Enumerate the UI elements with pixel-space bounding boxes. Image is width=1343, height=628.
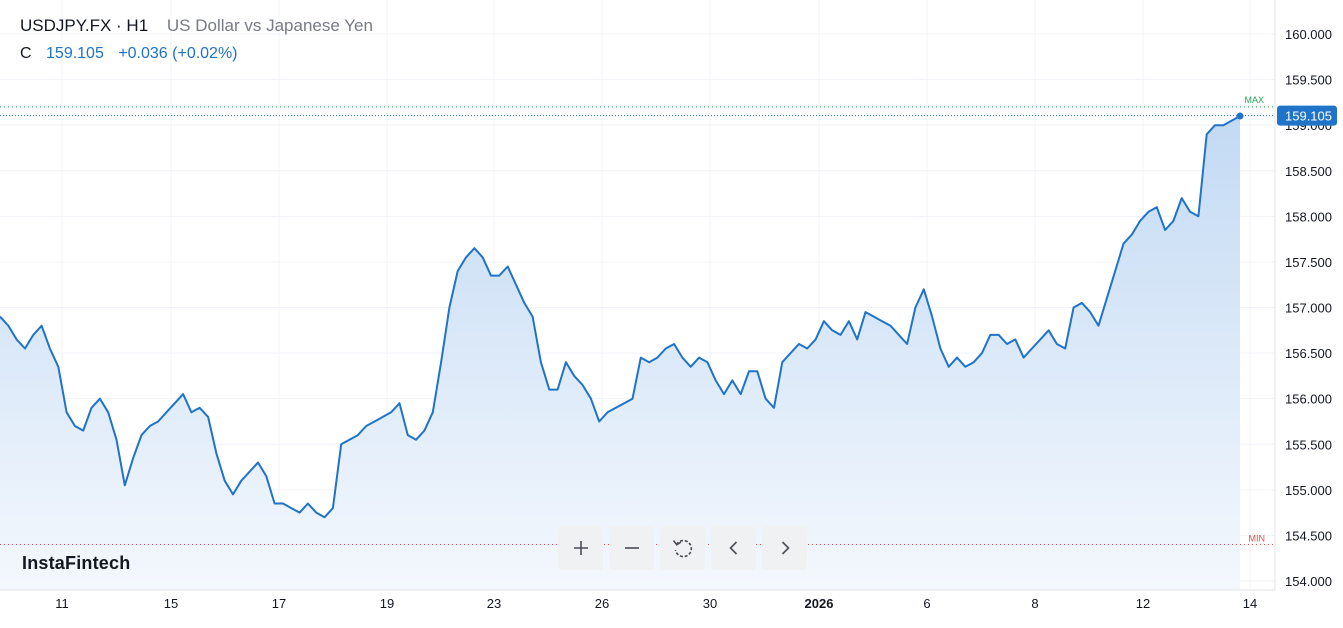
reset-icon <box>672 539 692 558</box>
symbol-label[interactable]: USDJPY.FX · H1 <box>20 16 149 35</box>
x-tick-label: 23 <box>487 596 501 611</box>
y-tick-label: 160.000 <box>1285 27 1332 42</box>
y-tick-label: 157.500 <box>1285 255 1332 270</box>
brand-logo: InstaFintech <box>22 553 131 573</box>
y-tick-label: 156.000 <box>1285 392 1332 407</box>
y-tick-label: 154.000 <box>1285 574 1332 589</box>
zoom-out-button[interactable] <box>609 526 654 570</box>
series-line[interactable] <box>0 115 1241 519</box>
x-tick-label: 19 <box>380 596 394 611</box>
x-tick-label: 2026 <box>805 596 834 611</box>
y-tick-label: 154.500 <box>1285 528 1332 543</box>
close-value: 159.105 <box>46 45 104 62</box>
y-tick-label: 156.500 <box>1285 346 1332 361</box>
y-tick-label: 157.000 <box>1285 301 1332 316</box>
zoom-in-button[interactable] <box>558 526 603 570</box>
chart-legend: USDJPY.FX · H1 US Dollar vs Japanese Yen… <box>20 16 373 63</box>
last-point <box>1236 112 1244 120</box>
scroll-left-button[interactable] <box>711 526 756 570</box>
min-label: MIN <box>1249 534 1266 544</box>
reset-button[interactable] <box>660 526 705 570</box>
y-tick-label: 155.000 <box>1285 483 1332 498</box>
y-tick-label: 155.500 <box>1285 437 1332 452</box>
y-tick-label: 158.000 <box>1285 209 1332 224</box>
y-tick-label: 158.500 <box>1285 164 1332 179</box>
zoom-out-icon <box>624 547 639 549</box>
zoom-in-icon <box>573 541 588 555</box>
last-price-badge <box>1277 105 1337 126</box>
time-axis[interactable]: 11 15 17 19 23 26 30 2026 6 8 12 14 <box>0 589 1275 611</box>
scroll-left-icon <box>728 541 737 555</box>
x-tick-label: 15 <box>164 596 178 611</box>
x-tick-label: 17 <box>272 596 286 611</box>
x-tick-label: 11 <box>55 596 69 611</box>
symbol-description: US Dollar vs Japanese Yen <box>166 16 373 35</box>
y-tick-label: 159.500 <box>1285 73 1332 88</box>
scroll-right-icon <box>781 541 790 555</box>
price-change: +0.036 (+0.02%) <box>118 45 238 62</box>
chart-toolbar <box>558 526 807 570</box>
price-axis[interactable]: 154.000 154.500 155.000 155.500 156.000 156.5… <box>1274 0 1332 590</box>
scroll-right-button[interactable] <box>762 526 807 570</box>
close-label: C <box>20 45 32 62</box>
x-tick-label: 8 <box>1031 596 1038 611</box>
last-price-label: 159.105 <box>1285 109 1332 124</box>
max-label: MAX <box>1244 95 1264 105</box>
x-tick-label: 30 <box>703 596 717 611</box>
x-tick-label: 6 <box>923 596 930 611</box>
x-tick-label: 26 <box>595 596 609 611</box>
x-tick-label: 12 <box>1136 596 1150 611</box>
series-area <box>0 116 1240 590</box>
x-tick-label: 14 <box>1243 596 1257 611</box>
